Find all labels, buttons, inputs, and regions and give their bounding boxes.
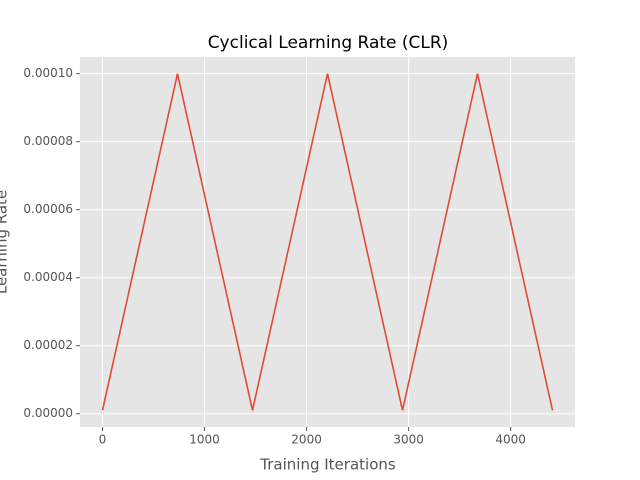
y-tick-label: 0.00004 <box>23 270 73 284</box>
chart-title: Cyclical Learning Rate (CLR) <box>208 33 449 53</box>
y-tick-label: 0.00000 <box>23 406 73 420</box>
line <box>101 73 554 411</box>
x-tick-label: 0 <box>99 433 107 447</box>
y-tick-label: 0.00010 <box>23 66 73 80</box>
y-tick-label: 0.00008 <box>23 134 73 148</box>
x-tick-label: 1000 <box>189 433 220 447</box>
x-tick-label: 3000 <box>393 433 424 447</box>
x-axis-label: Training Iterations <box>259 456 396 474</box>
plot-area <box>80 57 575 427</box>
y-tick-label: 0.00006 <box>23 202 73 216</box>
y-axis-label: Learning Rate <box>0 190 11 294</box>
x-tick-label: 4000 <box>495 433 526 447</box>
x-tick-label: 2000 <box>291 433 322 447</box>
y-tick-label: 0.00002 <box>23 338 73 352</box>
